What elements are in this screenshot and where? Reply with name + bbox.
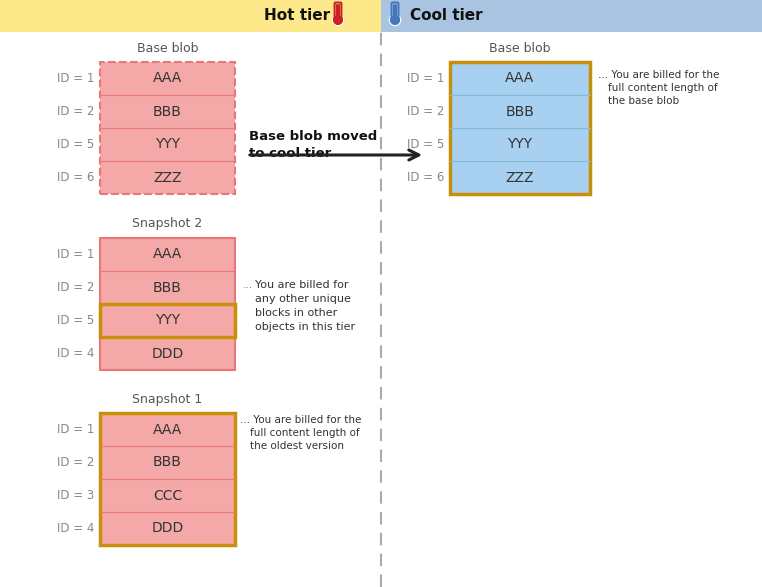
- Text: ID = 4: ID = 4: [56, 347, 94, 360]
- Bar: [450, 95, 590, 128]
- Text: ZZZ: ZZZ: [153, 170, 182, 184]
- Bar: [450, 62, 590, 95]
- Text: ID = 5: ID = 5: [407, 138, 444, 151]
- Text: ZZZ: ZZZ: [506, 170, 534, 184]
- Text: ID = 6: ID = 6: [56, 171, 94, 184]
- Text: full content length of: full content length of: [250, 428, 360, 438]
- Text: YYY: YYY: [507, 137, 533, 151]
- Text: Base blob: Base blob: [136, 42, 198, 55]
- Text: full content length of: full content length of: [608, 83, 718, 93]
- Text: ID = 2: ID = 2: [407, 105, 444, 118]
- Bar: [100, 128, 235, 161]
- Text: AAA: AAA: [153, 72, 182, 86]
- Text: Hot tier: Hot tier: [264, 8, 330, 23]
- Text: ID = 6: ID = 6: [407, 171, 444, 184]
- Bar: [450, 128, 590, 161]
- Circle shape: [332, 15, 344, 25]
- Text: ID = 2: ID = 2: [56, 281, 94, 294]
- Text: blocks in other: blocks in other: [255, 308, 338, 318]
- Text: ID = 1: ID = 1: [56, 72, 94, 85]
- Bar: [450, 161, 590, 194]
- Text: ID = 5: ID = 5: [56, 138, 94, 151]
- Bar: [100, 62, 235, 95]
- Text: the oldest version: the oldest version: [250, 441, 344, 451]
- Text: Cool tier: Cool tier: [410, 8, 482, 23]
- Circle shape: [334, 16, 342, 24]
- Bar: [0, 0, 381, 32]
- Text: YYY: YYY: [155, 313, 180, 328]
- Text: BBB: BBB: [153, 456, 182, 470]
- FancyBboxPatch shape: [392, 4, 398, 21]
- Text: CCC: CCC: [153, 488, 182, 502]
- Text: Snapshot 2: Snapshot 2: [133, 218, 203, 231]
- Text: YYY: YYY: [155, 137, 180, 151]
- Text: ... You are billed for the: ... You are billed for the: [240, 415, 361, 425]
- FancyBboxPatch shape: [335, 4, 341, 21]
- Bar: [381, 0, 762, 32]
- Text: AAA: AAA: [505, 72, 535, 86]
- Text: Snapshot 1: Snapshot 1: [133, 393, 203, 406]
- Text: ID = 2: ID = 2: [56, 105, 94, 118]
- Bar: [100, 304, 235, 337]
- Text: objects in this tier: objects in this tier: [255, 322, 355, 332]
- Circle shape: [391, 16, 399, 24]
- Text: ID = 5: ID = 5: [56, 314, 94, 327]
- Bar: [100, 62, 235, 194]
- Text: ...: ...: [243, 280, 253, 290]
- Text: ID = 1: ID = 1: [56, 423, 94, 436]
- Bar: [100, 413, 235, 446]
- Text: BBB: BBB: [153, 104, 182, 119]
- Bar: [100, 238, 235, 370]
- Text: AAA: AAA: [153, 248, 182, 261]
- Text: ID = 4: ID = 4: [56, 522, 94, 535]
- Bar: [100, 238, 235, 271]
- Text: ID = 1: ID = 1: [407, 72, 444, 85]
- Text: You are billed for: You are billed for: [255, 280, 348, 290]
- Text: Base blob moved
to cool tier: Base blob moved to cool tier: [249, 130, 377, 160]
- Bar: [450, 62, 590, 194]
- Text: any other unique: any other unique: [255, 294, 351, 304]
- Bar: [100, 95, 235, 128]
- Circle shape: [334, 16, 342, 24]
- Circle shape: [391, 16, 399, 24]
- Text: DDD: DDD: [152, 521, 184, 535]
- Bar: [100, 512, 235, 545]
- Text: AAA: AAA: [153, 423, 182, 437]
- Bar: [100, 337, 235, 370]
- Bar: [100, 271, 235, 304]
- Bar: [100, 479, 235, 512]
- Text: ID = 2: ID = 2: [56, 456, 94, 469]
- Text: Base blob: Base blob: [489, 42, 551, 55]
- Text: the base blob: the base blob: [608, 96, 679, 106]
- Text: ID = 3: ID = 3: [56, 489, 94, 502]
- Text: BBB: BBB: [153, 281, 182, 295]
- Text: ID = 1: ID = 1: [56, 248, 94, 261]
- Text: ... You are billed for the: ... You are billed for the: [598, 70, 719, 80]
- Bar: [100, 161, 235, 194]
- Bar: [100, 413, 235, 545]
- Bar: [100, 446, 235, 479]
- Text: BBB: BBB: [505, 104, 534, 119]
- Circle shape: [389, 15, 401, 25]
- Bar: [100, 304, 235, 337]
- Text: DDD: DDD: [152, 346, 184, 360]
